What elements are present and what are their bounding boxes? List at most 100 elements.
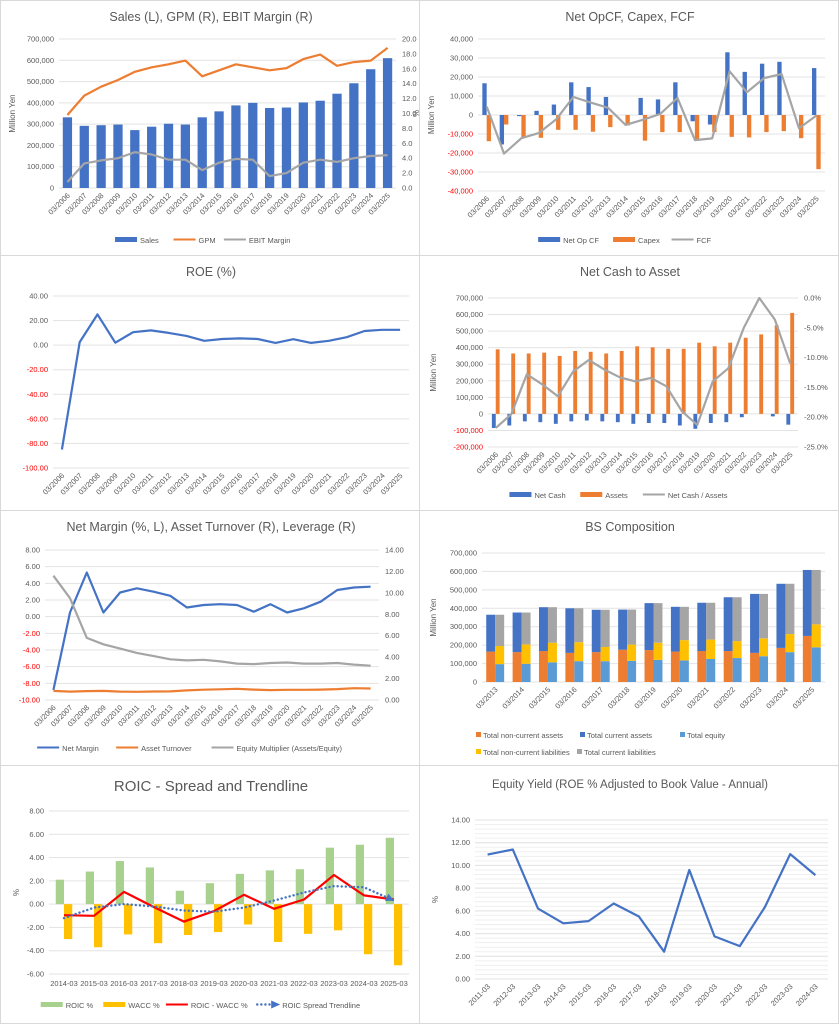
bar-assets: [743, 337, 748, 414]
bar-roic-: [325, 847, 334, 905]
y-axis-label: Million Yen: [429, 598, 438, 636]
y-tick-label: -6.00: [23, 662, 40, 671]
y-tick-label: 600,000: [450, 567, 477, 576]
series-line-roic-spread-trendline: [62, 884, 396, 920]
bar-total-non-current-liabilities: [706, 639, 716, 659]
bar-capex: [608, 115, 613, 128]
chart-title: Net Cash to Asset: [580, 265, 681, 279]
y-tick-label: -60.00: [27, 414, 48, 423]
bar-sales: [332, 93, 342, 188]
bar-total-equity: [495, 664, 505, 682]
y2-tick-label: 12.00: [385, 567, 404, 576]
bar-total-current-assets: [670, 606, 680, 652]
y-tick-label: 6.00: [29, 830, 44, 839]
x-tick-label: 2012-03: [491, 982, 517, 1008]
bar-total-non-current-liabilities: [653, 642, 663, 660]
x-tick-label: 2015-03: [80, 979, 108, 988]
bar-total-equity: [574, 661, 584, 682]
legend-swatch: [577, 749, 582, 754]
bar-sales: [96, 125, 106, 188]
bar-assets: [650, 347, 655, 414]
bar-total-equity: [732, 658, 742, 682]
y-tick-label: -10.00: [19, 696, 40, 705]
bar-net-cash: [538, 413, 543, 423]
y-tick-label: -4.00: [27, 946, 44, 955]
y2-tick-label: 0.0: [402, 184, 412, 193]
chart-panel-equityyield: Equity Yield (ROE % Adjusted to Book Val…: [419, 765, 839, 1024]
bar-capex: [694, 115, 700, 141]
series-line-asset-turnover: [53, 687, 371, 693]
bar-total-non-current-liabilities: [759, 638, 769, 657]
bar-capex: [729, 115, 734, 137]
legend-label: Net Cash: [534, 491, 565, 500]
y-tick-label: 8.00: [455, 884, 470, 893]
y-tick-label: -10,000: [448, 130, 473, 139]
chart-sales: Sales (L), GPM (R), EBIT Margin (R) 0 100,…: [8, 10, 420, 245]
bar-total-equity: [759, 656, 769, 682]
chart-equityyield: Equity Yield (ROE % Adjusted to Book Val…: [431, 779, 828, 1008]
bar-capex: [712, 115, 717, 133]
legend-label: Equity Multiplier (Assets/Equity): [237, 744, 343, 753]
bar-assets: [681, 348, 686, 414]
y-tick-label: -100,000: [453, 426, 483, 435]
legend-label: GPM: [199, 236, 216, 245]
bar-net-cash: [646, 413, 651, 423]
bar-total-non-current-assets: [644, 650, 654, 682]
bar-total-current-assets: [538, 607, 548, 652]
bar-wacc-: [64, 904, 73, 940]
y2-tick-label: 2.00: [385, 674, 400, 683]
legend-label: Asset Turnover: [141, 744, 192, 753]
bar-net-cash: [724, 413, 729, 423]
legend-label: ROIC - WACC %: [191, 1001, 248, 1010]
bar-total-current-liabilities: [521, 612, 531, 645]
bar-capex: [764, 115, 769, 133]
x-tick-label: 2014-03: [50, 979, 78, 988]
bar-roic-: [145, 867, 154, 905]
bar-wacc-: [364, 904, 373, 955]
bar-net-op-cf: [759, 63, 765, 115]
bar-capex: [590, 115, 596, 132]
bar-total-non-current-assets: [591, 652, 601, 682]
bar-net-cash: [569, 413, 574, 422]
bar-net-cash: [677, 413, 682, 426]
bar-total-equity: [706, 658, 716, 682]
y-tick-label: 4.00: [455, 929, 470, 938]
bar-total-non-current-assets: [723, 651, 733, 682]
chart-panel-sales: Sales (L), GPM (R), EBIT Margin (R) 0 100,…: [0, 0, 420, 256]
y-tick-label: 600,000: [456, 310, 483, 319]
bar-total-non-current-assets: [776, 647, 786, 682]
y-tick-label: -2.00: [23, 629, 40, 638]
y-tick-label: 20,000: [450, 73, 473, 82]
x-tick-label: 2015-03: [567, 982, 593, 1008]
bar-roic-: [265, 870, 274, 905]
bar-assets: [774, 325, 779, 414]
series-line-equity-multiplier-assets-equity-: [52, 575, 371, 667]
y2-tick-label: 6.00: [385, 631, 400, 640]
bar-total-equity: [679, 660, 689, 682]
bar-capex: [781, 115, 786, 132]
bar-roic-: [235, 873, 244, 905]
bar-wacc-: [244, 904, 253, 925]
y-tick-label: -4.00: [23, 646, 40, 655]
chart-cashflow: Net OpCF, Capex, FCF -40,000 -30,000 -20,00…: [427, 10, 825, 245]
legend-label: ROIC %: [66, 1001, 94, 1010]
bar-net-cash: [739, 413, 744, 418]
y2-tick-label: 4.00: [385, 653, 400, 662]
bar-net-cash: [584, 413, 589, 421]
bar-total-equity: [627, 660, 637, 682]
y-tick-label: -30,000: [448, 168, 473, 177]
bar-assets: [542, 352, 547, 414]
y-tick-label: -8.00: [23, 679, 40, 688]
y-tick-label: 200,000: [27, 141, 54, 150]
bar-sales: [382, 58, 393, 189]
x-tick-label: 03/2025: [791, 685, 817, 711]
chart-dupont: Net Margin (%, L), Asset Turnover (R), L…: [19, 520, 404, 753]
chart-title: Equity Yield (ROE % Adjusted to Book Val…: [492, 779, 768, 791]
bar-net-op-cf: [603, 96, 609, 115]
y-tick-label: 500,000: [450, 585, 477, 594]
chart-panel-cashflow: Net OpCF, Capex, FCF -40,000 -30,000 -20,00…: [419, 0, 839, 256]
x-tick-label: 2020-03: [693, 982, 719, 1008]
legend-label: Sales: [140, 236, 159, 245]
bar-net-op-cf: [777, 61, 782, 115]
bar-capex: [746, 115, 752, 138]
